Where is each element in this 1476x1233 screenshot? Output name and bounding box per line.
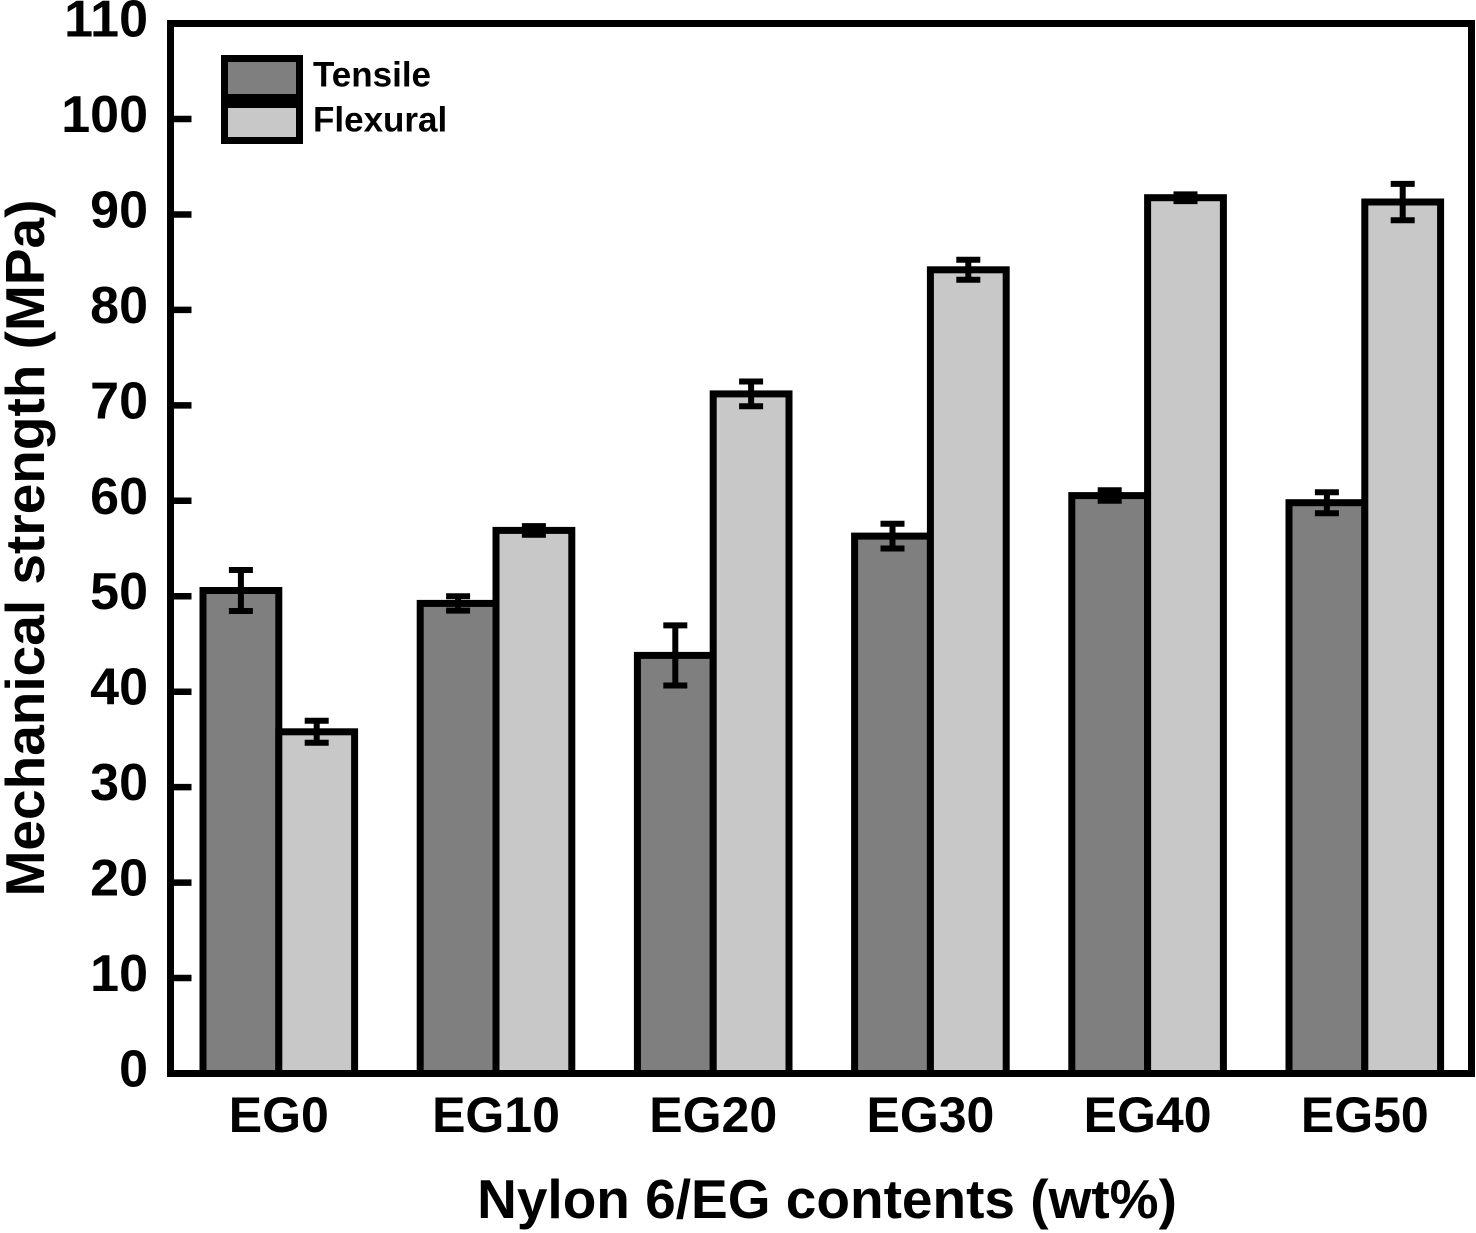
svg-text:20: 20 [90, 850, 148, 908]
svg-text:EG40: EG40 [1084, 1087, 1212, 1143]
svg-text:Tensile: Tensile [313, 56, 431, 95]
svg-text:30: 30 [90, 754, 148, 812]
svg-text:50: 50 [90, 563, 148, 621]
svg-text:EG10: EG10 [432, 1087, 560, 1143]
svg-text:Flexural: Flexural [313, 101, 447, 140]
svg-text:EG0: EG0 [229, 1087, 329, 1143]
svg-text:EG30: EG30 [866, 1087, 994, 1143]
svg-text:EG50: EG50 [1301, 1087, 1429, 1143]
svg-text:40: 40 [90, 659, 148, 717]
svg-text:70: 70 [90, 372, 148, 430]
svg-text:10: 10 [90, 945, 148, 1003]
svg-text:90: 90 [90, 182, 148, 240]
svg-text:Mechanical strength (MPa): Mechanical strength (MPa) [0, 200, 56, 897]
svg-text:80: 80 [90, 277, 148, 335]
svg-text:100: 100 [61, 86, 148, 144]
svg-text:0: 0 [119, 1041, 148, 1099]
svg-text:Nylon 6/EG contents (wt%): Nylon 6/EG contents (wt%) [477, 1168, 1177, 1230]
svg-text:EG20: EG20 [649, 1087, 777, 1143]
svg-text:110: 110 [64, 0, 148, 49]
svg-text:60: 60 [90, 468, 148, 526]
